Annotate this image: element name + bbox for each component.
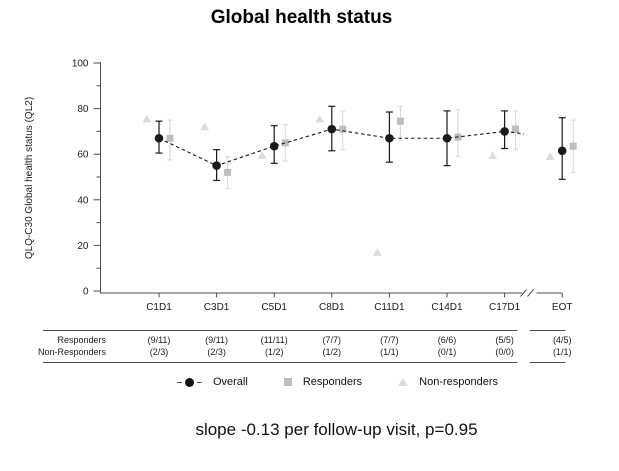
x-tick-label: C17D1 (489, 302, 521, 313)
table-cell: (7/7) (380, 335, 399, 345)
non-responder-marker (200, 122, 210, 131)
x-tick-label: C8D1 (319, 302, 345, 313)
table-cell: (2/3) (150, 347, 169, 357)
table-row-label: Non-Responders (38, 347, 107, 357)
y-tick-label: 0 (83, 287, 89, 298)
overall-point (442, 133, 452, 143)
overall-point (385, 133, 394, 143)
table-cell: (4/5) (553, 335, 572, 345)
y-tick-label: 40 (77, 195, 89, 206)
x-tick-label: C1D1 (146, 302, 172, 313)
table-cell: (2/3) (207, 347, 226, 357)
responder-marker (569, 142, 577, 150)
responder-marker (281, 139, 289, 147)
x-tick-label: EOT (552, 302, 573, 313)
legend-label-non-responders: Non-responders (419, 376, 499, 388)
table-cell: (7/7) (323, 335, 342, 345)
x-tick-label: C5D1 (261, 302, 287, 313)
responder-marker (396, 117, 404, 125)
table-cell: (0/1) (438, 347, 457, 357)
responder-marker (166, 134, 174, 142)
non-responder-marker (315, 114, 325, 123)
table-cell: (1/2) (265, 347, 284, 357)
legend-item-overall: Overall (176, 376, 248, 388)
table-cell: (9/11) (148, 335, 171, 345)
table-cell: (5/5) (495, 335, 514, 345)
legend: Overall Responders Non-responders (28, 376, 619, 388)
responders-legend-marker-icon (283, 378, 292, 386)
x-tick-label: C11D1 (374, 302, 405, 313)
table-cell: (9/11) (205, 335, 228, 345)
legend-label-overall: Overall (212, 376, 248, 388)
x-tick-label: C3D1 (204, 302, 230, 313)
overall-point (269, 141, 279, 151)
y-tick-label: 60 (77, 150, 89, 161)
non-responder-marker (142, 114, 152, 123)
non-responder-marker (372, 248, 382, 256)
responder-marker (224, 168, 232, 176)
axis-break-slash (520, 289, 527, 297)
responder-marker (512, 125, 520, 133)
axis-break-slash (527, 289, 534, 297)
non-responder-marker (257, 151, 267, 159)
y-tick-label: 20 (77, 241, 89, 252)
slope-annotation: slope -0.13 per follow-up visit, p=0.95 (195, 420, 478, 439)
legend-item-non-responders: Non-responders (398, 376, 498, 388)
legend-item-responders: Responders (283, 376, 363, 388)
non-responder-marker (545, 152, 555, 160)
table-cell: (0/0) (495, 347, 514, 357)
overall-point (557, 146, 567, 156)
table-cell: (11/11) (261, 335, 288, 345)
non-responders-legend-marker-icon (398, 378, 409, 386)
overall-point (500, 127, 509, 136)
table-cell: (1/1) (553, 347, 572, 357)
legend-label-responders: Responders (302, 376, 363, 388)
chart-canvas: QLQ-C30 Global health status (QL2) 0 20 40… (24, 59, 577, 363)
table-cell: (1/2) (323, 347, 342, 357)
x-tick-label: C14D1 (431, 302, 463, 313)
table-row-label: Responders (57, 335, 106, 345)
overall-legend-marker-icon (176, 377, 202, 387)
y-tick-label: 100 (72, 59, 89, 70)
non-responder-marker (488, 151, 498, 159)
overall-point (154, 133, 164, 143)
y-tick-label: 80 (77, 104, 89, 115)
overall-point (212, 161, 221, 170)
y-axis-label: QLQ-C30 Global health status (QL2) (24, 97, 35, 259)
overall-point (327, 124, 337, 134)
table-cell: (6/6) (438, 335, 457, 345)
table-cell: (1/1) (380, 347, 399, 357)
chart-title: Global health status (210, 7, 393, 28)
responder-marker (339, 125, 347, 133)
